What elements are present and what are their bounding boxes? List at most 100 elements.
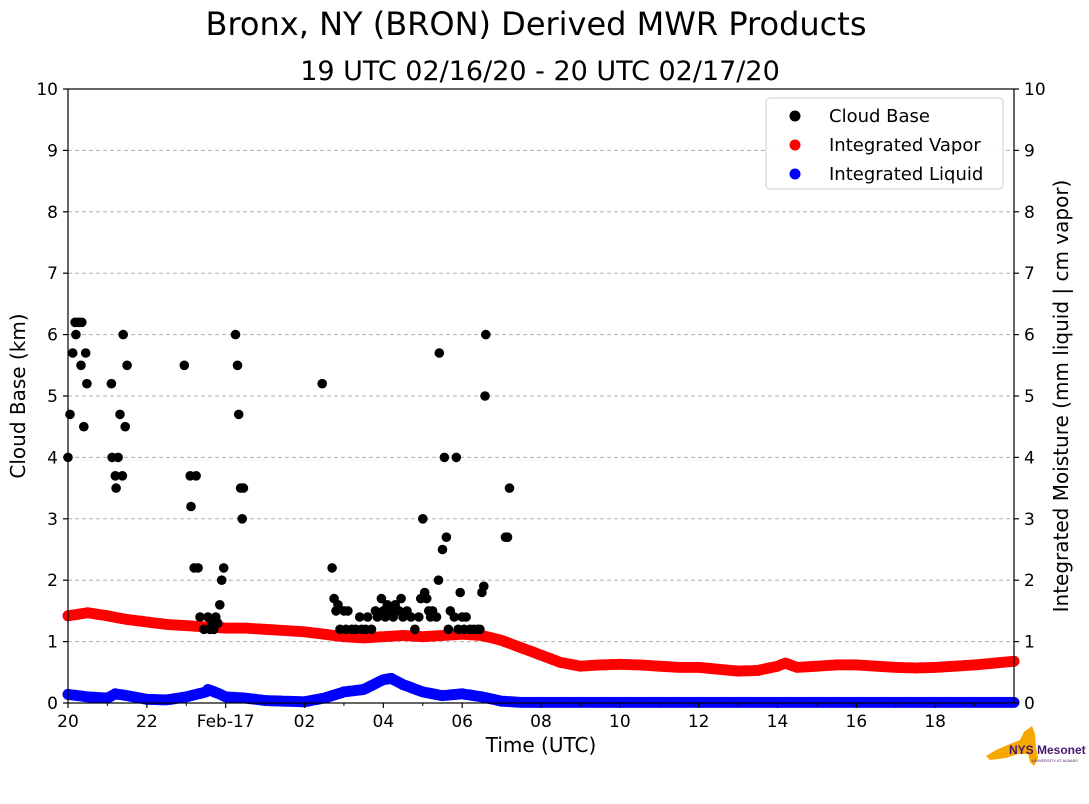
x-axis-label: Time (UTC) [485, 733, 597, 757]
cloud-base-point [455, 587, 466, 598]
cloud-base-point [451, 452, 462, 463]
cloud-base-point [218, 563, 229, 573]
cloud-base-point [67, 348, 78, 358]
cloud-base-point [434, 348, 445, 358]
cloud-base-point [120, 421, 130, 432]
cloud-base-point [71, 329, 81, 340]
series-integrated-vapor [62, 607, 1020, 677]
y-left-tick-label: 9 [47, 141, 58, 161]
cloud-base-point [480, 391, 490, 401]
x-tick-label: 16 [846, 712, 868, 732]
legend: Cloud Base Integrated Vapor Integrated L… [765, 97, 1004, 190]
x-axis-ticks: 20 22 Feb-17 02 04 06 08 10 12 14 16 18 [57, 703, 976, 732]
legend-marker-integrated-vapor [789, 139, 801, 151]
x-tick-label: 14 [767, 712, 789, 732]
cloud-base-point [343, 606, 353, 616]
cloud-base-point [186, 501, 196, 512]
cloud-base-point [115, 409, 125, 420]
legend-label-cloud-base: Cloud Base [829, 106, 930, 127]
y-left-tick-label: 4 [47, 448, 58, 468]
cloud-base-point [238, 483, 249, 493]
cloud-base-point [82, 378, 92, 389]
cloud-base-point [233, 409, 244, 420]
cloud-base-point [410, 624, 420, 635]
cloud-base-point [80, 348, 91, 358]
cloud-base-point [333, 600, 343, 610]
chart-title: Bronx, NY (BRON) Derived MWR Products [206, 5, 867, 43]
y-right-tick-label: 4 [1024, 448, 1035, 468]
y-right-tick-label: 2 [1024, 571, 1035, 591]
cloud-base-point [431, 612, 442, 622]
y-right-tick-label: 5 [1024, 387, 1035, 407]
y-left-tick-label: 5 [47, 387, 58, 407]
cloud-base-point [79, 421, 89, 432]
y-right-tick-label: 6 [1024, 326, 1035, 346]
cloud-base-point [433, 575, 444, 585]
cloud-base-point [193, 563, 203, 573]
cloud-base-point [195, 612, 205, 622]
x-tick-label: 18 [924, 712, 946, 732]
x-tick-label: 08 [530, 712, 552, 732]
logo-label: NYS Mesonet [1009, 743, 1086, 757]
cloud-base-point [110, 471, 121, 481]
cloud-base-point [479, 581, 489, 592]
cloud-base-point [179, 360, 190, 371]
x-tick-label: 04 [373, 712, 395, 732]
cloud-base-point [215, 600, 225, 610]
cloud-base-point [65, 409, 75, 420]
legend-label-integrated-vapor: Integrated Vapor [829, 135, 981, 156]
series-cloud-base [63, 317, 515, 635]
cloud-base-point [122, 360, 132, 371]
y-right-tick-label: 10 [1024, 80, 1046, 100]
cloud-base-point [317, 378, 328, 389]
y-right-tick-label: 8 [1024, 203, 1035, 223]
cloud-base-point [237, 514, 247, 524]
legend-box [765, 97, 1004, 190]
cloud-base-point [230, 329, 241, 340]
y-left-tick-label: 1 [47, 633, 58, 653]
cloud-base-point [443, 624, 454, 635]
cloud-base-point [502, 532, 513, 542]
cloud-base-point [421, 593, 432, 604]
cloud-base-point [388, 612, 399, 622]
cloud-base-point [406, 612, 416, 622]
y-left-tick-label: 2 [47, 571, 58, 591]
y-right-tick-label: 9 [1024, 141, 1035, 161]
cloud-base-point [362, 612, 373, 622]
grid-lines [68, 88, 1014, 704]
y-left-tick-label: 3 [47, 510, 58, 530]
cloud-base-point [106, 378, 117, 389]
logo-fine-print: UNIVERSITY AT ALBANY [1032, 758, 1079, 763]
cloud-base-point [354, 612, 365, 622]
cloud-base-point [191, 471, 201, 481]
cloud-base-point [76, 360, 86, 371]
legend-marker-cloud-base [789, 110, 801, 122]
legend-label-integrated-liquid: Integrated Liquid [829, 164, 983, 185]
cloud-base-point [372, 612, 383, 622]
x-tick-label: 06 [451, 712, 473, 732]
y-right-tick-label: 1 [1024, 633, 1035, 653]
cloud-base-point [77, 317, 87, 328]
y-left-tick-label: 7 [47, 264, 58, 284]
legend-marker-integrated-liquid [789, 168, 801, 180]
y-axis-right-label: Integrated Moisture (mm liquid | cm vapo… [1049, 180, 1073, 613]
cloud-base-point [437, 544, 448, 555]
y-right-tick-label: 7 [1024, 264, 1035, 284]
cloud-base-point [327, 563, 337, 573]
x-tick-label: 22 [136, 712, 158, 732]
chart-subtitle: 19 UTC 02/16/20 - 20 UTC 02/17/20 [300, 56, 780, 87]
y-left-tick-label: 8 [47, 203, 58, 223]
x-tick-label: 10 [609, 712, 631, 732]
cloud-base-point [111, 483, 121, 493]
y-axis-left-label: Cloud Base (km) [6, 313, 30, 478]
y-left-tick-label: 6 [47, 326, 58, 346]
cloud-base-point [117, 471, 128, 481]
x-tick-label: Feb-17 [197, 712, 255, 732]
series-integrated-liquid [62, 672, 1020, 708]
cloud-base-point [232, 360, 243, 371]
y-left-tick-label: 0 [47, 694, 58, 714]
cloud-base-point [366, 624, 377, 635]
x-tick-label: 20 [57, 712, 79, 732]
cloud-base-point [439, 452, 450, 463]
